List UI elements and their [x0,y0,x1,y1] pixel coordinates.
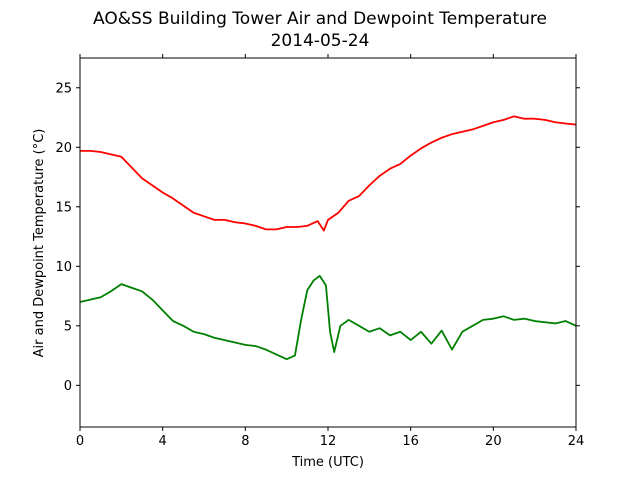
series-line-2 [79,274,577,361]
x-tick-label: 12 [320,434,337,449]
plot-frame [79,57,577,428]
y-tick-label: 25 [55,81,72,96]
y-tick-label: 15 [55,200,72,215]
y-tick-label: 0 [64,379,72,394]
y-axis-label: Air and Dewpoint Temperature (°C) [32,129,47,358]
chart-subtitle: 2014-05-24 [271,31,370,51]
x-tick-label: 20 [485,434,502,449]
y-tick-label: 10 [55,260,72,275]
y-tick-label: 5 [64,319,72,334]
x-tick-label: 24 [568,434,585,449]
axes-layer: 0 4 8 12 16 20 24 0 5 10 15 20 25 [55,54,584,449]
y-tick-label: 20 [55,141,72,156]
x-tick-label: 16 [402,434,419,449]
series-layer [79,115,577,361]
x-tick-label: 4 [159,434,167,449]
x-tick-label: 0 [76,434,84,449]
series-line-1 [80,115,577,232]
x-axis-label: Time (UTC) [291,455,364,470]
x-tick-label: 8 [241,434,249,449]
chart-title: AO&SS Building Tower Air and Dewpoint Te… [93,9,547,29]
